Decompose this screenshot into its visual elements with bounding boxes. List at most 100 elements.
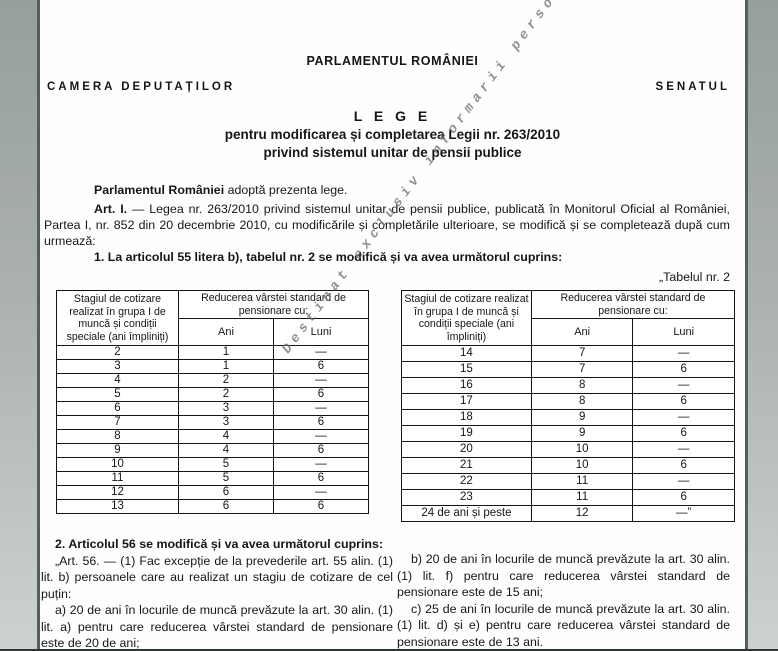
table-cell: 2	[56, 345, 179, 360]
item-1-heading: 1. La articolul 55 litera b), tabelul nr…	[94, 250, 563, 264]
table-cell: —	[273, 485, 369, 500]
table-cell: 1	[178, 359, 274, 374]
table-cell: 11	[530, 489, 634, 506]
table-cell: 8	[530, 393, 634, 410]
table-row: 21 10 6	[401, 457, 735, 474]
table-row: 22 11—	[401, 473, 735, 490]
chamber-right-label: SENATUL	[655, 81, 730, 93]
table-cell: 6	[632, 425, 735, 442]
table-row: 2 1—	[56, 345, 369, 360]
table-header-ani: Ani	[530, 318, 634, 346]
table-cell: 11	[56, 471, 179, 486]
table-cell: —	[632, 377, 735, 394]
table-header-reducere: Reducerea vârstei standard de pensionare…	[178, 290, 369, 319]
table-cell: —	[632, 473, 735, 490]
table-header-ani: Ani	[178, 318, 274, 346]
table-row: 13 6 6	[56, 499, 369, 514]
table-cell: 6	[632, 489, 735, 506]
table-cell: 4	[178, 429, 274, 444]
table-cell: 2	[178, 373, 274, 388]
table-row: 16 8—	[401, 377, 735, 394]
table-cell: 6	[56, 401, 179, 416]
table-cell: 15	[401, 361, 532, 378]
table-cell: 18	[401, 409, 532, 426]
table-cell: 12	[56, 485, 179, 500]
table-cell: 6	[273, 359, 369, 374]
adoption-lead: Parlamentul României	[94, 183, 225, 197]
table-cell: 7	[56, 415, 179, 430]
table-cell: 11	[530, 473, 634, 490]
chamber-left-label: CAMERA DEPUTAȚILOR	[47, 81, 236, 93]
adoption-rest: adoptă prezenta lege.	[224, 183, 348, 197]
table-header-stagiu: Stagiul de cotizare realizat în grupa I …	[401, 290, 532, 346]
table-cell: 4	[178, 443, 274, 458]
article-1-paragraph: Art. I. — Legea nr. 263/2010 privind sis…	[44, 201, 730, 249]
table-cell: 12	[530, 505, 634, 522]
table-cell: 5	[56, 387, 179, 402]
table-cell: 20	[401, 441, 532, 458]
table-cell: 6	[273, 471, 369, 486]
law-subtitle-1: pentru modificarea și completarea Legii …	[224, 127, 561, 142]
table-row: 24 de ani și peste 12 —”	[401, 505, 735, 522]
table-cell: 16	[401, 377, 532, 394]
article-1-rest: — Legea nr. 263/2010 privind sistemul un…	[44, 202, 730, 248]
table-cell: 6	[178, 485, 274, 500]
paragraph: „Art. 56. — (1) Fac excepție de la preve…	[41, 553, 393, 601]
article-1-lead: Art. I.	[94, 202, 128, 216]
table-cell: 9	[530, 409, 634, 426]
document-page: Destinat exclusiv informarii personale P…	[37, 0, 748, 649]
paragraph: b) 20 de ani în locurile de muncă prevăz…	[397, 552, 730, 599]
table-cell: 7	[530, 345, 634, 362]
table-cell: 21	[401, 457, 532, 474]
law-subtitle-2: privind sistemul unitar de pensii public…	[263, 145, 522, 160]
bottom-left-column: 2. Articolul 56 se modifică și va avea u…	[41, 536, 393, 649]
table-cell: 17	[401, 393, 532, 410]
table-cell: 3	[56, 359, 179, 374]
table-cell: 8	[56, 429, 179, 444]
table-cell: 6	[273, 443, 369, 458]
table-row: 15 7 6	[401, 361, 735, 378]
table-row: 12 6—	[56, 485, 369, 500]
table-cell: —	[632, 345, 735, 362]
table-cell: —	[273, 401, 369, 416]
table-row: 19 9 6	[401, 425, 735, 442]
table-cell: —	[273, 429, 369, 444]
table-cell: —	[273, 457, 369, 472]
pension-table-right: Stagiul de cotizare realizat în grupa I …	[401, 290, 736, 522]
table-row: 11 5 6	[56, 471, 369, 486]
table-header-luni: Luni	[632, 318, 735, 346]
table-cell: 7	[530, 361, 634, 378]
table-cell: 2	[178, 387, 274, 402]
table-row: 14 7—	[401, 345, 735, 362]
table-cell: —	[273, 373, 369, 388]
table-row: 23 11 6	[401, 489, 735, 506]
table-cell: 6	[273, 415, 369, 430]
table-cell: 3	[178, 415, 274, 430]
table-header-stagiu: Stagiul de cotizare realizat în grupa I …	[56, 290, 179, 346]
table-cell: 9	[530, 425, 634, 442]
paragraph: a) 20 de ani în locurile de muncă prevăz…	[41, 603, 393, 649]
table-row: 6 3—	[56, 401, 369, 416]
table-cell: 1	[178, 345, 274, 360]
table-cell: —	[632, 441, 735, 458]
table-cell: 14	[401, 345, 532, 362]
table-cell: 13	[56, 499, 179, 514]
table-cell: 24 de ani și peste	[401, 505, 532, 522]
table-cell: 4	[56, 373, 179, 388]
table-cell: —	[273, 345, 369, 360]
table-cell: 6	[632, 457, 735, 474]
table-cell: 5	[178, 471, 274, 486]
table-row: 18 9—	[401, 409, 735, 426]
table-row: 20 10—	[401, 441, 735, 458]
table-number-label: „Tabelul nr. 2	[659, 270, 730, 284]
table-cell: 8	[530, 377, 634, 394]
bottom-section: 2. Articolul 56 se modifică și va avea u…	[41, 536, 730, 649]
law-title: L E G E	[353, 108, 432, 124]
table-cell: 10	[56, 457, 179, 472]
table-cell: 6	[632, 361, 735, 378]
